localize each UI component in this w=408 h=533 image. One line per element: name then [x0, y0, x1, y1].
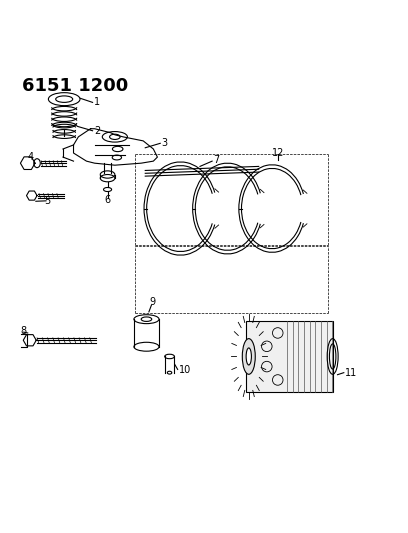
Text: 11: 11	[345, 368, 357, 378]
Text: 8: 8	[21, 326, 27, 336]
Ellipse shape	[242, 338, 255, 374]
Text: 10: 10	[178, 365, 191, 375]
Bar	[246, 321, 333, 392]
Text: 6: 6	[104, 195, 111, 205]
Text: 1: 1	[94, 98, 100, 107]
Text: 9: 9	[150, 297, 156, 307]
Text: 6151 1200: 6151 1200	[22, 77, 128, 95]
Text: 2: 2	[94, 126, 100, 136]
Text: 3: 3	[161, 138, 167, 148]
Ellipse shape	[246, 348, 251, 365]
Text: 5: 5	[44, 196, 50, 206]
Text: 4: 4	[27, 152, 33, 163]
Text: 12: 12	[272, 148, 284, 158]
Text: 7: 7	[213, 155, 219, 165]
